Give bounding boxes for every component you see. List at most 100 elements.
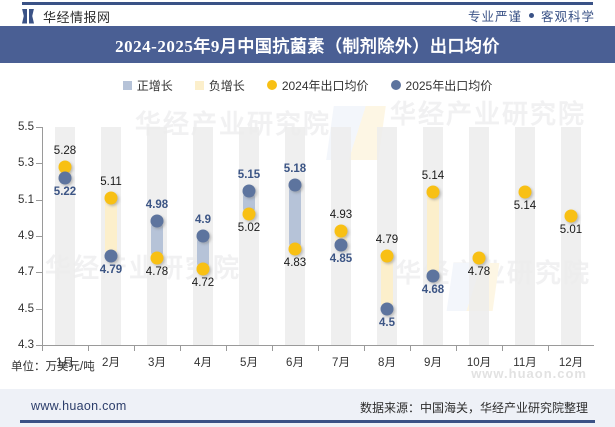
x-axis-tick: [272, 346, 273, 351]
y-axis-tick: [36, 127, 42, 128]
value-label-2024: 4.83: [283, 256, 307, 269]
legend-label: 负增长: [208, 78, 245, 93]
data-point-2025[interactable]: [380, 302, 394, 316]
legend-label: 2025年出口均价: [405, 78, 493, 93]
data-point-2024[interactable]: [196, 262, 210, 276]
x-axis-label: 9月: [424, 357, 442, 369]
data-point-2025[interactable]: [426, 269, 440, 283]
value-label-2024: 5.01: [559, 224, 583, 237]
x-axis-tick: [502, 346, 503, 351]
footer-watermark: www.huaon.com: [471, 366, 587, 381]
value-label-2024: 5.14: [513, 200, 537, 213]
data-point-2024[interactable]: [150, 251, 164, 265]
data-point-2025[interactable]: [334, 238, 348, 252]
value-label-2024: 4.78: [145, 265, 169, 278]
slogan-left: 专业严谨: [467, 10, 522, 24]
data-point-2024[interactable]: [288, 242, 302, 256]
legend-item-1[interactable]: 负增长: [194, 77, 245, 94]
legend-item-3[interactable]: 2025年出口均价: [390, 77, 493, 94]
x-axis-label: 12月: [558, 357, 584, 369]
x-axis-label: 4月: [194, 357, 212, 369]
data-point-2024[interactable]: [518, 185, 532, 199]
legend-circle-icon: [266, 80, 277, 90]
brand[interactable]: 华经情报网: [22, 7, 111, 25]
value-label-2024: 4.78: [467, 265, 491, 278]
data-point-2024[interactable]: [564, 209, 578, 223]
data-point-2024[interactable]: [104, 191, 118, 205]
data-point-2024[interactable]: [426, 185, 440, 199]
legend-square-icon: [194, 80, 204, 90]
growth-bar: [427, 192, 439, 276]
x-axis-tick: [456, 346, 457, 351]
legend-item-0[interactable]: 正增长: [122, 77, 173, 94]
x-axis-label: 5月: [240, 357, 258, 369]
x-axis-label: 2月: [102, 357, 120, 369]
y-axis-tick: [36, 345, 42, 346]
slogan-right: 客观科学: [540, 10, 595, 24]
page-footer: www.huaon.com www.huaon.com 数据来源：中国海关，华经…: [0, 366, 615, 427]
data-point-2024[interactable]: [380, 249, 394, 263]
x-axis-label: 11月: [513, 357, 537, 369]
data-point-2025[interactable]: [242, 184, 256, 198]
x-axis-tick: [134, 346, 135, 351]
value-label-2025: 4.9: [195, 214, 211, 226]
data-point-2024[interactable]: [472, 251, 486, 265]
growth-bar: [381, 255, 393, 309]
value-label-2024: 4.79: [375, 233, 399, 246]
y-axis-label: 4.3: [18, 339, 34, 351]
chart-legend: 正增长 负增长 2024年出口均价 2025年出口均价: [0, 72, 615, 98]
data-point-2025[interactable]: [58, 171, 72, 185]
page-title: 2024-2025年9月中国抗菌素（制剂除外）出口均价: [115, 37, 500, 56]
category-band: [469, 127, 489, 345]
header-divider: [22, 2, 593, 5]
value-label-2025: 5.22: [53, 185, 77, 198]
data-point-2024[interactable]: [58, 160, 72, 174]
huajing-logo-icon: [22, 8, 37, 24]
x-axis-label: 7月: [332, 357, 350, 369]
top-header: 华经情报网 专业严谨 客观科学: [0, 0, 615, 26]
y-axis-label: 5.5: [18, 121, 34, 133]
footer-source: 数据来源：中国海关，华经产业研究院整理: [359, 401, 588, 415]
x-axis-label: 10月: [466, 357, 492, 369]
y-axis-label: 4.7: [18, 266, 34, 279]
value-label-2025: 5.15: [237, 168, 261, 181]
data-point-2024[interactable]: [334, 224, 348, 238]
value-label-2024: 5.28: [53, 144, 77, 157]
chart-area: 华经产业研究院 华经产业研究院 华经产业研究院 华经产业研究院 4.3 4.5 4.…: [0, 98, 615, 369]
data-point-2025[interactable]: [150, 214, 164, 228]
x-axis-tick: [548, 346, 549, 351]
value-label-2024: 5.11: [100, 175, 122, 188]
x-axis-tick: [318, 346, 319, 351]
growth-bar: [105, 197, 117, 256]
value-label-2024: 4.93: [329, 208, 353, 221]
x-axis-tick: [364, 346, 365, 351]
legend-item-2[interactable]: 2024年出口均价: [266, 77, 369, 94]
legend-square-icon: [122, 80, 132, 90]
footer-site-link[interactable]: www.huaon.com: [31, 399, 127, 413]
footer-bottom-rule: [20, 420, 595, 423]
x-axis-tick: [180, 346, 181, 351]
unit-note: 单位：万美元/吨: [11, 361, 95, 373]
header-slogan: 专业严谨 客观科学: [468, 6, 595, 25]
x-axis-tick: [42, 346, 43, 351]
growth-bar: [289, 185, 301, 249]
data-point-2025[interactable]: [288, 178, 302, 192]
y-axis-label: 4.9: [18, 230, 34, 242]
growth-bar: [151, 221, 163, 258]
growth-bar: [197, 236, 209, 269]
value-label-2025: 4.79: [99, 263, 123, 276]
y-axis-label: 5.1: [18, 193, 34, 206]
y-axis-tick: [36, 236, 42, 237]
value-label-2025: 4.5: [379, 316, 395, 329]
y-axis-tick: [36, 308, 42, 310]
data-point-2024[interactable]: [242, 207, 256, 221]
bullet-dot-icon: [528, 13, 534, 18]
y-axis-line: [42, 127, 43, 345]
data-point-2025[interactable]: [104, 249, 118, 263]
value-label-2024: 5.02: [237, 222, 261, 235]
y-axis-label: 4.5: [18, 302, 34, 315]
data-point-2025[interactable]: [196, 229, 210, 243]
x-axis-label: 3月: [148, 357, 166, 369]
value-label-2025: 4.98: [145, 199, 169, 212]
